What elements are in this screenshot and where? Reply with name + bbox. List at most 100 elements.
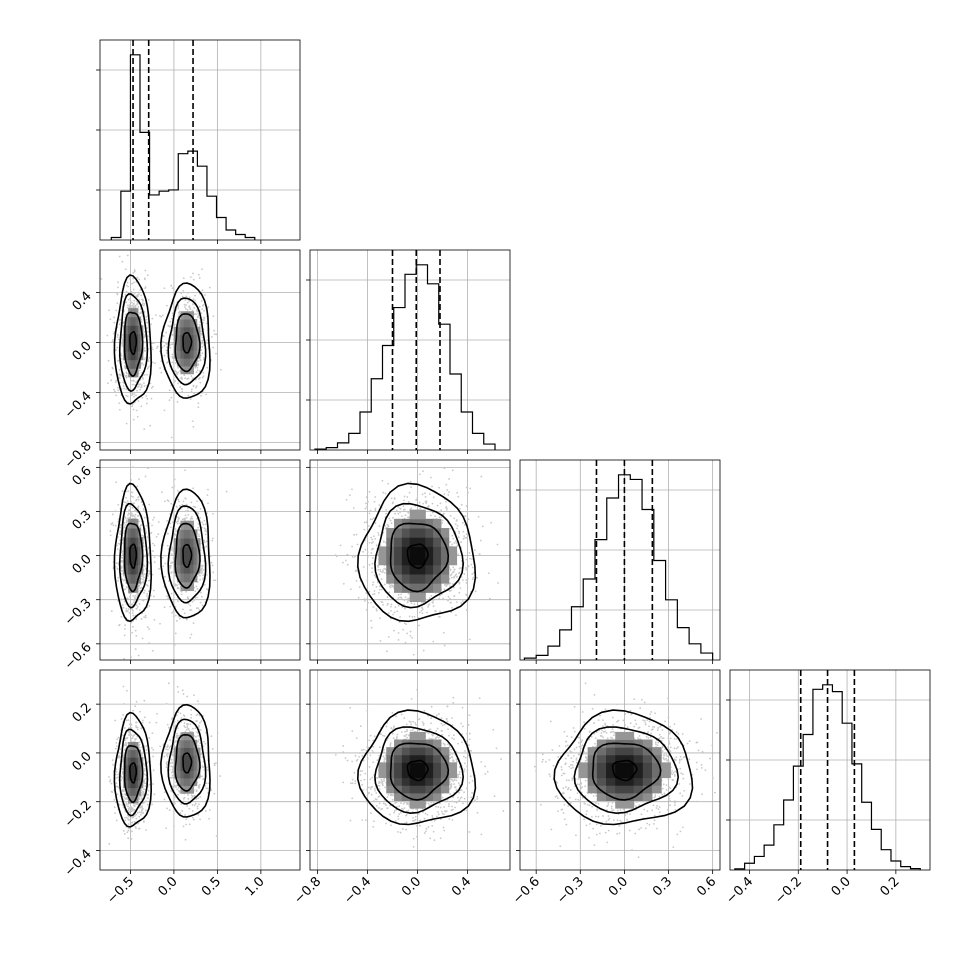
scatter-point xyxy=(153,516,155,519)
scatter-point xyxy=(157,533,160,536)
scatter-point xyxy=(117,577,120,579)
scatter-point xyxy=(447,494,450,496)
scatter-point xyxy=(161,314,164,317)
tick-label-x: −0.2 xyxy=(772,874,805,907)
scatter-point xyxy=(373,517,375,520)
scatter-point xyxy=(193,804,196,807)
density-cell xyxy=(386,537,395,547)
scatter-point xyxy=(386,602,389,605)
scatter-point xyxy=(170,436,173,439)
scatter-point xyxy=(172,615,175,618)
scatter-point xyxy=(143,565,146,568)
density-cell xyxy=(137,546,141,557)
scatter-point xyxy=(469,487,472,490)
scatter-point xyxy=(140,321,143,323)
scatter-point xyxy=(451,534,454,537)
density-cell xyxy=(190,581,194,592)
scatter-point xyxy=(417,616,420,619)
scatter-point xyxy=(374,496,377,498)
density-cell xyxy=(183,334,188,343)
density-cell xyxy=(137,351,141,361)
scatter-point xyxy=(178,504,181,507)
density-cell xyxy=(183,326,188,336)
scatter-point xyxy=(427,605,429,608)
scatter-point xyxy=(215,352,217,355)
scatter-point xyxy=(163,354,166,357)
scatter-point xyxy=(153,556,156,559)
scatter-point xyxy=(118,323,121,326)
scatter-point xyxy=(408,491,411,494)
density-cell xyxy=(133,316,136,326)
scatter-point xyxy=(450,611,453,614)
density-cell xyxy=(186,529,191,539)
scatter-point xyxy=(151,573,154,576)
scatter-point xyxy=(170,396,173,399)
scatter-point xyxy=(139,388,141,391)
scatter-point xyxy=(134,292,136,294)
scatter-point xyxy=(365,502,367,505)
scatter-point xyxy=(458,591,461,594)
scatter-point xyxy=(153,619,156,621)
scatter-point xyxy=(127,298,130,301)
scatter-point xyxy=(456,491,459,494)
scatter-point xyxy=(410,602,413,605)
scatter-point xyxy=(147,330,149,333)
scatter-point xyxy=(349,588,352,591)
scatter-point xyxy=(413,615,416,618)
scatter-point xyxy=(171,561,173,564)
density-cell xyxy=(183,555,188,565)
scatter-point xyxy=(118,402,121,405)
scatter-point xyxy=(125,520,128,523)
scatter-point xyxy=(398,621,401,624)
scatter-point xyxy=(456,524,459,527)
scatter-point xyxy=(135,634,138,637)
scatter-point xyxy=(197,526,199,529)
scatter-point xyxy=(438,597,441,600)
scatter-point xyxy=(110,610,113,612)
scatter-point xyxy=(201,308,204,311)
density-cell xyxy=(135,333,139,343)
scatter-point xyxy=(128,306,131,309)
tick-label-x: 0.0 xyxy=(156,874,181,899)
scatter-point xyxy=(187,602,190,605)
scatter-point xyxy=(115,394,118,397)
scatter-point xyxy=(138,603,141,605)
scatter-point xyxy=(445,483,448,486)
scatter-point xyxy=(356,543,359,546)
density-cell xyxy=(125,546,129,557)
scatter-point xyxy=(188,305,191,307)
scatter-point xyxy=(151,649,154,652)
scatter-point xyxy=(134,594,137,597)
scatter-point xyxy=(146,595,148,597)
scatter-point xyxy=(135,409,138,412)
scatter-point xyxy=(180,377,182,380)
density-cell xyxy=(183,546,188,557)
scatter-point xyxy=(146,397,149,400)
density-cell xyxy=(135,368,139,378)
scatter-point xyxy=(115,481,118,484)
density-cell xyxy=(433,555,442,566)
scatter-point xyxy=(207,502,209,505)
scatter-point xyxy=(202,569,205,571)
scatter-point xyxy=(416,497,419,500)
scatter-point xyxy=(479,539,482,542)
scatter-point xyxy=(403,495,406,498)
scatter-point xyxy=(334,554,337,557)
density-cell xyxy=(125,316,129,326)
scatter-point xyxy=(148,628,151,631)
scatter-point xyxy=(114,381,117,384)
density-cell xyxy=(186,358,191,367)
density-cell xyxy=(190,538,194,548)
tick-label-y: −0.8 xyxy=(62,439,95,472)
scatter-point xyxy=(426,506,429,508)
scatter-point xyxy=(195,607,198,610)
density-cell xyxy=(409,592,418,603)
scatter-point xyxy=(430,594,433,597)
scatter-point xyxy=(171,486,174,489)
scatter-point xyxy=(109,779,112,781)
tick-label-y: −0.3 xyxy=(62,596,95,629)
density-cell xyxy=(137,564,141,575)
scatter-point xyxy=(203,519,206,522)
scatter-point xyxy=(112,524,115,526)
scatter-point xyxy=(127,837,130,839)
